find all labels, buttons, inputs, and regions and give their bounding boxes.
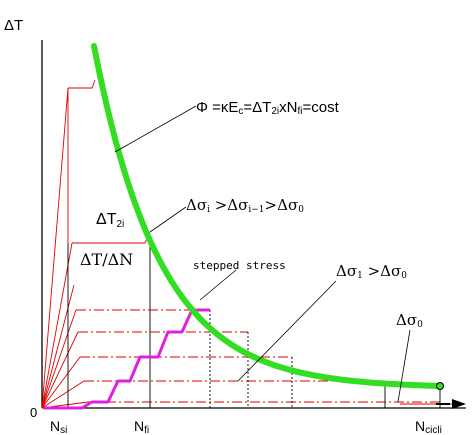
- sigma-compare-label: Δσ1 >Δσ0: [336, 262, 407, 281]
- stepped-stress-label: stepped stress: [193, 259, 286, 272]
- x-tick-nsi: Nsi: [50, 418, 67, 435]
- y-axis-label: ΔT: [4, 17, 23, 34]
- sigma-chain-label: Δσi >Δσi−1>Δσ0: [186, 196, 304, 215]
- x-axis-arrow: [400, 399, 466, 409]
- x-tick-nfi: Nfi: [134, 418, 149, 435]
- stepped-stress-path: [44, 308, 210, 410]
- delta-t2i-label: ΔT2i: [96, 211, 124, 230]
- curve-end-marker: [436, 382, 444, 390]
- x-axis-label: Ncicli: [415, 418, 442, 435]
- dotted-verticals: [209, 310, 293, 408]
- delta-t-over-dn-label: ΔT/ΔN: [80, 250, 133, 269]
- origin-label: 0: [30, 405, 37, 420]
- curve-equation: Φ =κEc=ΔT2ixNfi=cost: [196, 99, 340, 117]
- fan-lines: [41, 87, 89, 409]
- leader-lines: [114, 105, 411, 403]
- sigma-zero-label: Δσ0: [396, 311, 423, 330]
- fatigue-curve: [91, 43, 443, 389]
